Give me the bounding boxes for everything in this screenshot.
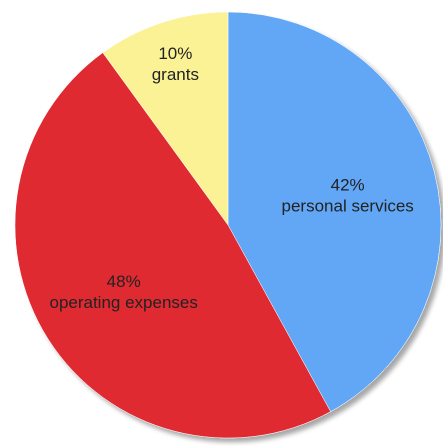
- pie-slice-percent-personal-services: 42%: [331, 175, 365, 194]
- pie-slices: [14, 11, 442, 439]
- pie-slice-percent-operating-expenses: 48%: [107, 272, 141, 291]
- pie-labels: 42% personal services 48% operating expense…: [49, 44, 413, 312]
- pie-slice-label-grants: grants: [152, 65, 199, 84]
- pie-slice-percent-grants: 10%: [158, 44, 192, 63]
- pie-slice-label-operating-expenses: operating expenses: [49, 293, 197, 312]
- pie-slice-label-personal-services: personal services: [282, 196, 414, 215]
- pie-slice-personal-services: [227, 11, 442, 412]
- pie-slice-operating-expenses: [14, 52, 331, 439]
- pie-slice-grants: [102, 11, 229, 226]
